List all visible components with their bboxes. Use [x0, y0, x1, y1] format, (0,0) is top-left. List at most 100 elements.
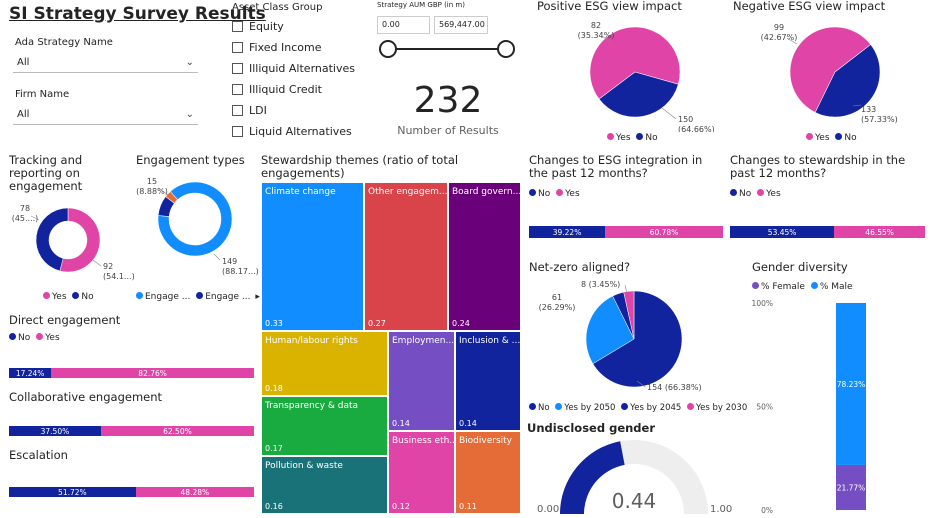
slider-min-handle[interactable]: [379, 40, 397, 58]
asset-class-option[interactable]: Equity: [232, 16, 355, 37]
tracking-legend: Yes No: [43, 292, 94, 302]
undisclosed-gender-gauge[interactable]: 0.44 0.00 1.00: [527, 436, 739, 518]
treemap-cell[interactable]: Inclusion & ... 0.14: [455, 331, 521, 431]
bar-segment-no[interactable]: 37.50%: [9, 426, 101, 436]
data-label: 78.23%: [837, 380, 866, 389]
data-label: 15: [147, 177, 157, 186]
bar-female[interactable]: [836, 464, 866, 510]
slice-yes-by-2030[interactable]: [623, 290, 635, 340]
bar-segment-yes[interactable]: 60.78%: [605, 226, 723, 238]
direct-engagement-bar[interactable]: 17.24% 82.76%: [9, 368, 254, 378]
cell-value: 0.27: [368, 319, 386, 328]
leader-line: [157, 187, 171, 197]
treemap-cell[interactable]: Biodiversity 0.11: [455, 431, 521, 514]
checkbox-icon[interactable]: [232, 63, 243, 74]
slice-yes[interactable]: [572, 14, 693, 128]
treemap-cell[interactable]: Other engagem... 0.27: [364, 182, 448, 331]
net-zero-title: Net-zero aligned?: [529, 260, 631, 274]
data-label: 99: [774, 23, 784, 32]
treemap-cell[interactable]: Business eth... 0.12: [388, 431, 455, 514]
leader-line: [30, 215, 40, 221]
engagement-types-donut[interactable]: 15(8.88%) 149(88.17...): [132, 170, 258, 282]
escalation-bar[interactable]: 51.72% 48.28%: [9, 487, 254, 497]
data-label: 82: [591, 21, 601, 30]
results-label: Number of Results: [397, 124, 499, 137]
bar-male[interactable]: [836, 303, 866, 465]
slice-other[interactable]: [165, 191, 178, 205]
cell-value: 0.14: [392, 419, 410, 428]
tracking-title: Tracking and reporting on engagement: [9, 153, 83, 193]
treemap-cell[interactable]: Human/labour rights 0.18: [261, 331, 388, 396]
bar-segment-no[interactable]: 17.24%: [9, 368, 52, 378]
aum-min-input[interactable]: 0.00: [377, 16, 430, 34]
checkbox-icon[interactable]: [232, 42, 243, 53]
treemap-cell[interactable]: Climate change 0.33: [261, 182, 364, 331]
bar-segment-no[interactable]: 53.45%: [730, 226, 835, 238]
stewardship-changes-bar[interactable]: 53.45% 46.55%: [730, 226, 925, 238]
checkbox-icon[interactable]: [232, 84, 243, 95]
negative-esg-pie[interactable]: 99(42.67%) 133(57.33%): [735, 14, 935, 132]
slice-yes[interactable]: [59, 207, 101, 273]
leader-line: [213, 253, 221, 261]
cell-label: Employmen...: [392, 336, 455, 346]
aum-max-input[interactable]: 569,447.00: [434, 16, 488, 34]
esg-integration-bar[interactable]: 39.22% 60.78%: [529, 226, 723, 238]
slice-no[interactable]: [35, 207, 69, 272]
firm-dropdown[interactable]: All ⌄: [13, 107, 198, 125]
legend-label: No: [739, 189, 752, 199]
slider-max-handle[interactable]: [497, 40, 515, 58]
slice-yes-by-2050[interactable]: [585, 295, 635, 365]
asset-class-option[interactable]: Fixed Income: [232, 37, 355, 58]
slice-no[interactable]: [592, 290, 683, 388]
chevron-down-icon: ⌄: [185, 57, 194, 68]
legend-dot: [757, 189, 765, 196]
legend-dot: [621, 403, 629, 410]
data-label: 133: [861, 105, 876, 114]
legend-next-icon[interactable]: ▸: [255, 292, 260, 302]
slice-no[interactable]: [598, 56, 684, 132]
leader-line: [624, 284, 628, 294]
treemap-cell[interactable]: Board govern... 0.24: [448, 182, 521, 331]
undisclosed-gender-title: Undisclosed gender: [527, 421, 656, 435]
slice-engage-[interactable]: [143, 170, 248, 271]
gauge-fill[interactable]: [560, 441, 625, 514]
data-label: (88.17...): [222, 267, 258, 276]
direct-engagement-legend: No Yes: [9, 333, 60, 343]
asset-class-option[interactable]: Liquid Alternatives: [232, 121, 355, 142]
collaborative-engagement-bar[interactable]: 37.50% 62.50%: [9, 426, 254, 436]
bar-segment-yes[interactable]: 48.28%: [135, 487, 254, 497]
net-zero-pie[interactable]: 8 (3.45%) 61(26.29%) 154 (66.38%): [529, 275, 744, 400]
bar-segment-no[interactable]: 51.72%: [9, 487, 136, 497]
bar-segment-yes[interactable]: 46.55%: [834, 226, 925, 238]
checkbox-icon[interactable]: [232, 21, 243, 32]
data-label: 21.77%: [837, 483, 866, 492]
legend-label: % Male: [819, 282, 853, 292]
bar-segment-yes[interactable]: 62.50%: [100, 426, 254, 436]
gender-diversity-chart[interactable]: 100% 50% 0% 21.77% 78.23%: [740, 296, 936, 518]
strategy-dropdown-value: All: [17, 57, 30, 68]
asset-class-option[interactable]: Illiquid Alternatives: [232, 58, 355, 79]
aum-slider[interactable]: [376, 38, 520, 60]
checkbox-icon[interactable]: [232, 105, 243, 116]
bar-segment-no[interactable]: 39.22%: [529, 226, 606, 238]
positive-esg-pie[interactable]: 82(35.34%) 150(64.66%): [530, 14, 730, 132]
checkbox-icon[interactable]: [232, 126, 243, 137]
strategy-dropdown[interactable]: All ⌄: [13, 55, 198, 73]
stewardship-themes-title: Stewardship themes (ratio of total engag…: [261, 153, 459, 180]
data-label: 150: [678, 115, 693, 124]
page-title: SI Strategy Survey Results: [9, 4, 266, 24]
slice-no[interactable]: [814, 36, 893, 132]
slice-yes[interactable]: [775, 14, 873, 121]
treemap-cell[interactable]: Employmen... 0.14: [388, 331, 455, 431]
data-label: 61: [552, 293, 562, 302]
collaborative-engagement-title: Collaborative engagement: [9, 390, 163, 404]
cell-label: Climate change: [265, 187, 336, 197]
asset-class-option[interactable]: LDI: [232, 100, 355, 121]
bar-segment-yes[interactable]: 82.76%: [51, 368, 254, 378]
tracking-donut[interactable]: 78(45....) 92(54.1...): [5, 198, 135, 288]
legend-label: Yes: [45, 333, 60, 343]
treemap-cell[interactable]: Pollution & waste 0.16: [261, 456, 388, 514]
asset-class-option[interactable]: Illiquid Credit: [232, 79, 355, 100]
treemap-cell[interactable]: Transparency & data 0.17: [261, 396, 388, 456]
cell-label: Inclusion & ...: [459, 336, 521, 346]
